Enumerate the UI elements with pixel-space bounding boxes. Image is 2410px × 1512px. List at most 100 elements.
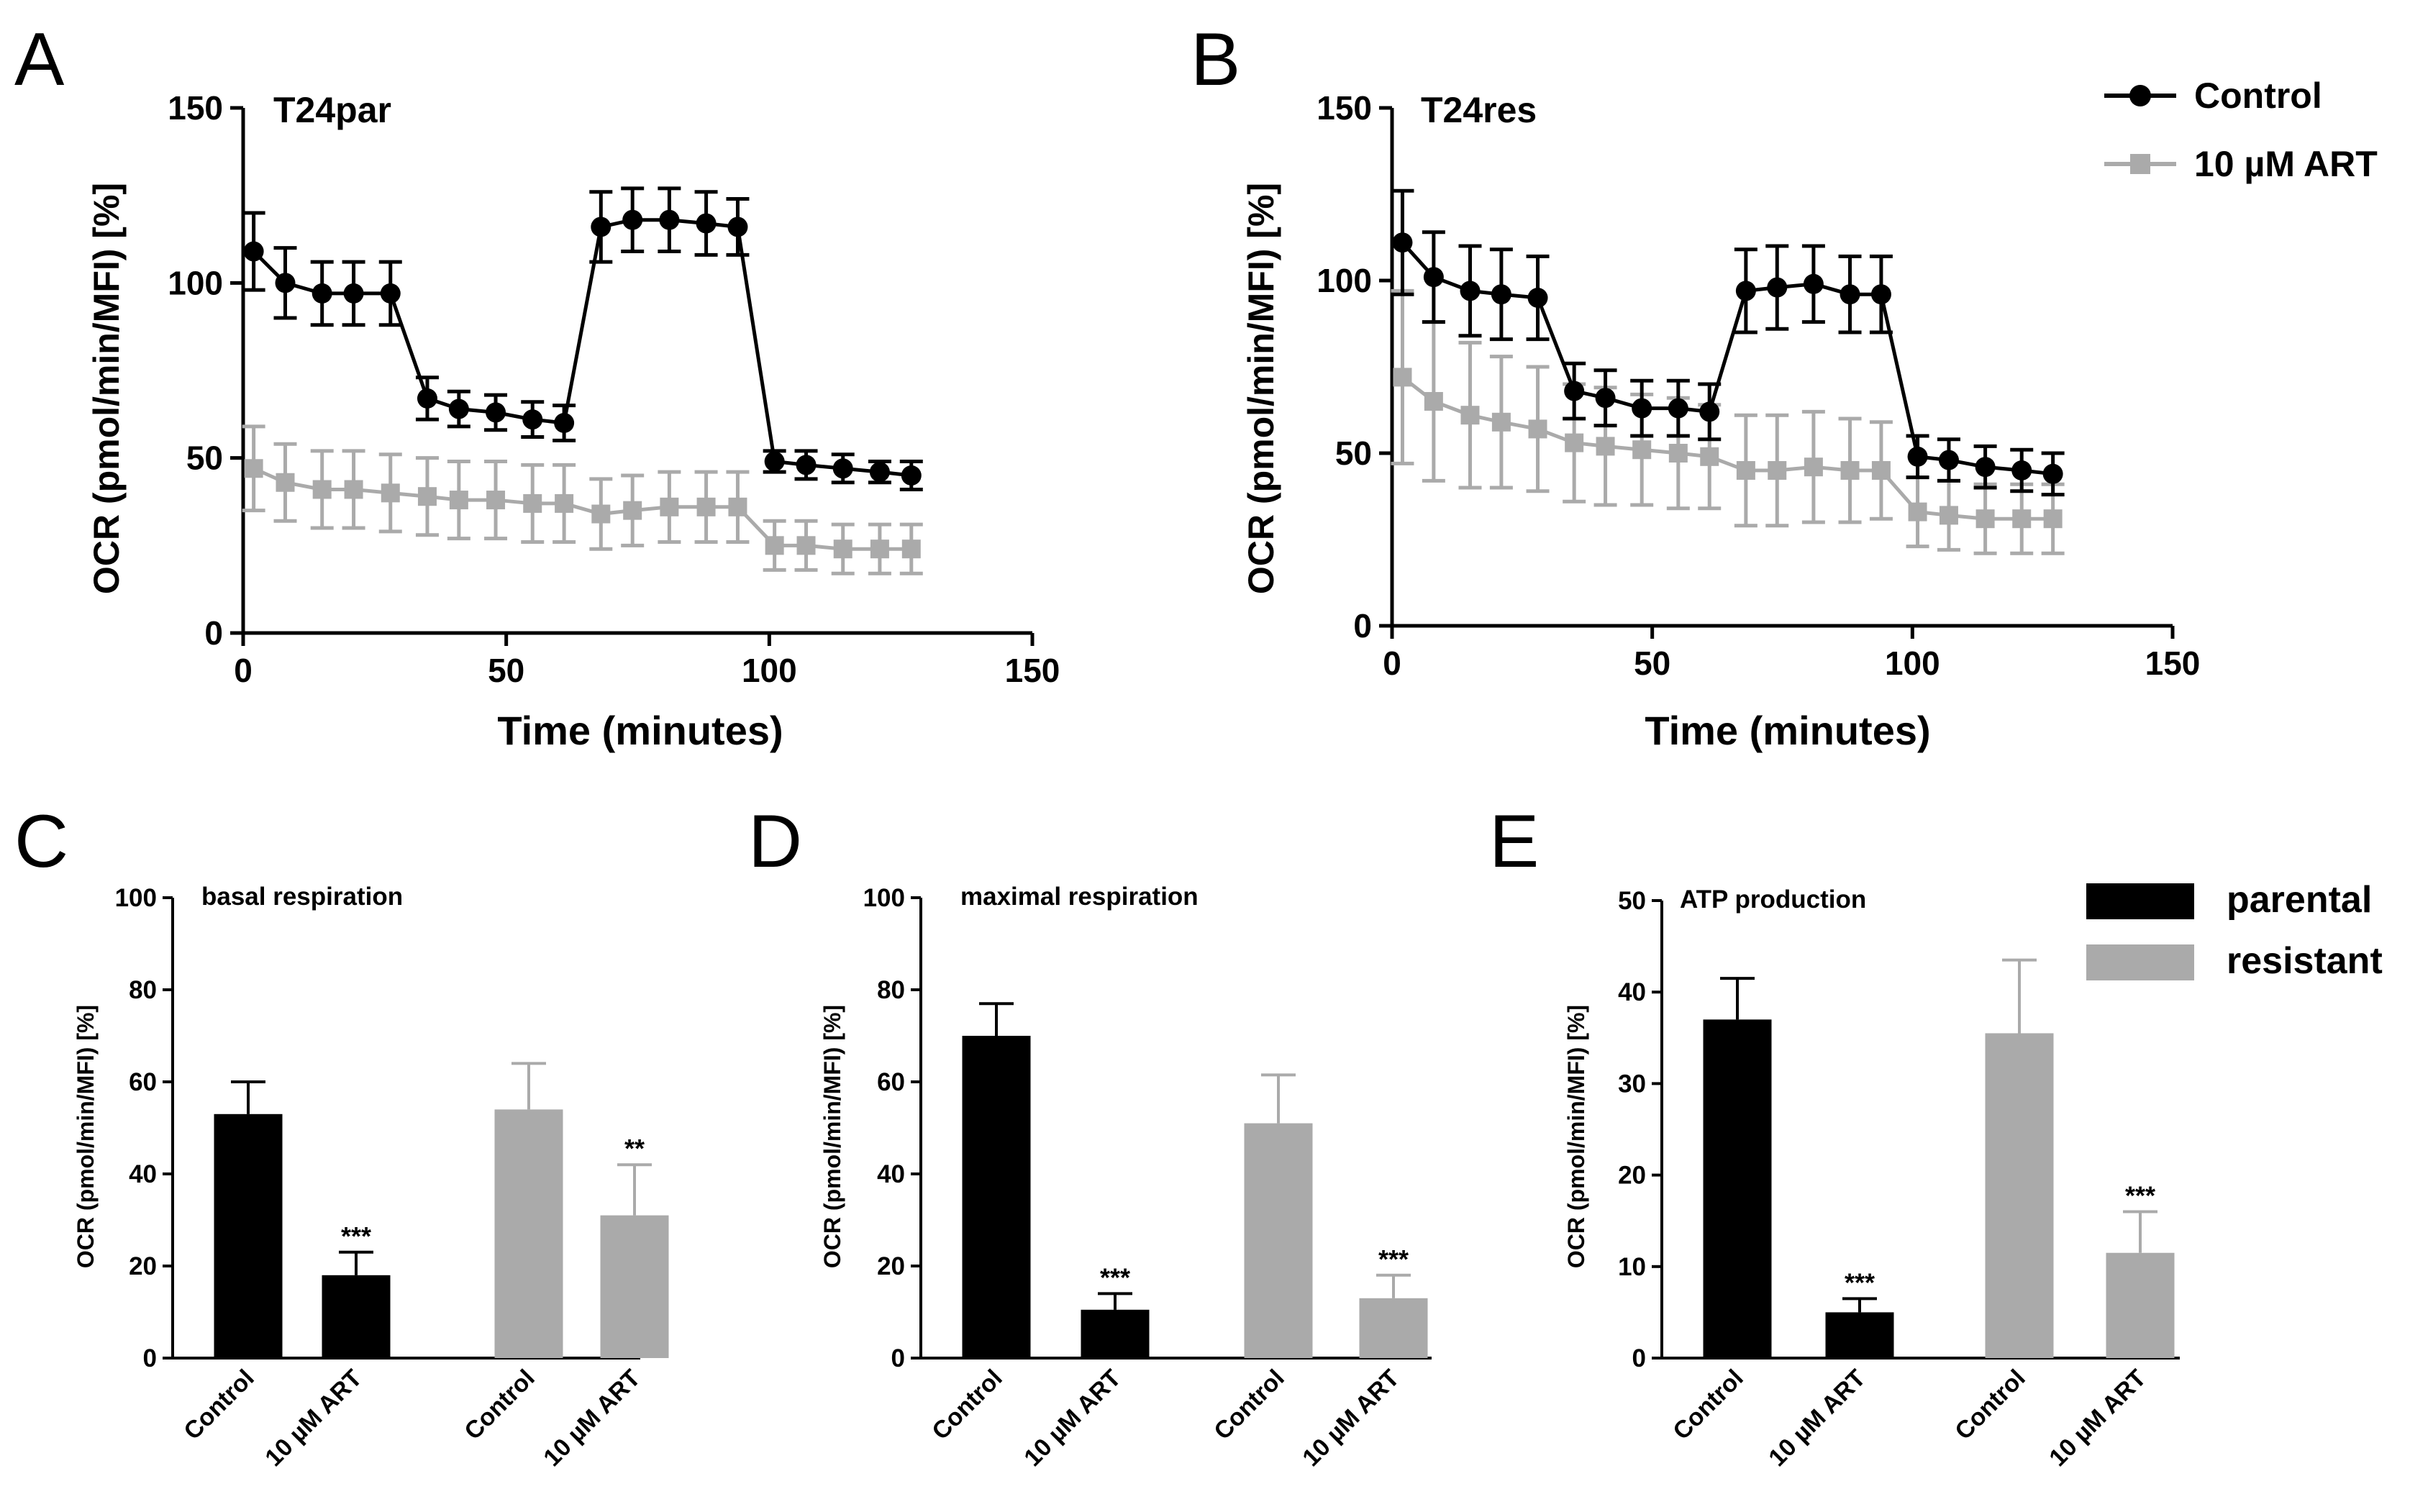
panel-e-category-label: Control — [1950, 1365, 2030, 1445]
panel-b-art-point — [2012, 509, 2032, 529]
panel-e-y-tick-label: 10 — [1618, 1253, 1646, 1281]
panel-a-control-point — [591, 217, 611, 237]
panel-a-art-point — [344, 480, 363, 499]
legend-resistant-swatch — [2086, 944, 2194, 980]
panel-b-ylabel: OCR (pmol/min/MFI) [%] — [1241, 183, 1281, 594]
panel-b: B T24res OCR (pmol/min/MFI) [%] Time (mi… — [1191, 18, 2200, 753]
panel-d-category-label: 10 µM ART — [1297, 1365, 1405, 1472]
panel-b-art-point — [1393, 368, 1412, 387]
panel-a-control-point — [869, 462, 890, 483]
panel-d-y-tick-label: 20 — [877, 1252, 905, 1280]
panel-a: A T24par OCR (pmol/min/MFI) [%] Time (mi… — [14, 18, 1060, 753]
panel-a-art-point — [696, 497, 716, 516]
panel-a-art-point — [417, 487, 437, 506]
panel-c-letter: C — [14, 800, 68, 883]
panel-c-y-tick-label: 0 — [143, 1344, 157, 1372]
panel-c-bar — [214, 1113, 283, 1358]
panel-d-y-tick-label: 0 — [891, 1344, 905, 1372]
panel-a-control-point — [275, 273, 296, 293]
panel-a-control-point — [486, 402, 506, 423]
panel-a-control-point — [796, 455, 817, 475]
panel-a-art-point — [449, 491, 468, 510]
panel-d-bar — [1244, 1123, 1313, 1358]
panel-e-bar — [1703, 1019, 1772, 1358]
panel-a-control-point — [832, 458, 853, 479]
panel-a-art-point — [523, 493, 542, 513]
panel-b-control-point — [1392, 232, 1413, 253]
panel-e-bar — [1825, 1312, 1894, 1358]
panel-a-art-point — [591, 504, 611, 524]
panel-b-x-tick-label: 100 — [1885, 645, 1940, 682]
panel-b-control-point — [2011, 460, 2032, 481]
panel-b-control-point — [1491, 284, 1511, 305]
panel-d-title: maximal respiration — [960, 883, 1199, 911]
panel-b-control-point — [1767, 277, 1788, 298]
legend-top: Control 10 µM ART — [2104, 76, 2378, 184]
panel-e-y-tick-label: 40 — [1618, 978, 1646, 1006]
panel-a-control-point — [417, 388, 437, 409]
panel-c-category-label: Control — [178, 1365, 259, 1445]
panel-e-y-tick-label: 30 — [1618, 1070, 1646, 1098]
panel-b-art-point — [1975, 509, 1995, 529]
panel-d-category-label: Control — [927, 1365, 1007, 1445]
panel-a-ylabel: OCR (pmol/min/MFI) [%] — [86, 183, 127, 594]
panel-e-significance: *** — [1845, 1267, 1875, 1297]
panel-d: D maximal respiration OCR (pmol/min/MFI)… — [748, 800, 1432, 1472]
panel-d-ylabel: OCR (pmol/min/MFI) [%] — [819, 1005, 845, 1268]
panel-b-art-point — [1424, 392, 1443, 411]
panel-b-art-point — [1596, 437, 1615, 456]
panel-c-category-label: Control — [459, 1365, 540, 1445]
panel-b-control-point — [1840, 284, 1860, 305]
panel-b-art-point — [1700, 447, 1719, 466]
panel-b-art-point — [1871, 461, 1891, 480]
panel-c-y-tick-label: 40 — [129, 1160, 157, 1188]
panel-b-x-tick-label: 50 — [1634, 645, 1670, 682]
panel-a-control-point — [727, 217, 748, 237]
panel-c-title: basal respiration — [201, 883, 403, 911]
panel-a-y-tick-label: 100 — [168, 264, 223, 301]
panel-d-bar — [1081, 1309, 1150, 1358]
legend-parental-swatch — [2086, 883, 2194, 919]
panel-a-letter: A — [14, 18, 65, 101]
panel-a-control-point — [243, 241, 264, 262]
panel-a-control-point — [622, 209, 643, 230]
panel-c-y-tick-label: 20 — [129, 1252, 157, 1280]
panel-b-y-tick-label: 100 — [1317, 262, 1372, 299]
panel-b-y-tick-label: 0 — [1353, 607, 1372, 645]
panel-b-art-point — [1565, 433, 1584, 452]
panel-b-control-point — [1527, 288, 1548, 308]
panel-a-control-point — [380, 283, 401, 304]
panel-b-xlabel: Time (minutes) — [1645, 708, 1930, 753]
panel-a-title: T24par — [273, 90, 391, 130]
panel-a-art-point — [765, 536, 784, 555]
panel-b-control-point — [2042, 463, 2063, 484]
panel-a-art-point — [901, 539, 921, 559]
panel-e-y-tick-label: 50 — [1618, 887, 1646, 915]
panel-a-y-tick-label: 50 — [186, 440, 223, 477]
panel-b-art-point — [1768, 461, 1787, 480]
panel-e-letter: E — [1489, 800, 1539, 883]
panel-c-category-label: 10 µM ART — [260, 1365, 368, 1472]
panel-c-bar — [600, 1215, 669, 1358]
panel-a-art-point — [276, 473, 295, 492]
panel-c: C basal respiration OCR (pmol/min/MFI) [… — [14, 800, 669, 1472]
panel-e-category-label: 10 µM ART — [1763, 1365, 1871, 1472]
panel-e-y-tick-label: 0 — [1632, 1344, 1646, 1372]
panel-b-x-tick-label: 150 — [2145, 645, 2201, 682]
panel-a-art-point — [555, 493, 574, 513]
panel-b-art-point — [1939, 506, 1958, 525]
legend-resistant-label: resistant — [2227, 940, 2383, 982]
panel-a-art-point — [486, 491, 506, 510]
panel-c-ylabel: OCR (pmol/min/MFI) [%] — [73, 1005, 99, 1268]
panel-d-category-label: 10 µM ART — [1019, 1365, 1127, 1472]
panel-b-y-tick-label: 50 — [1335, 434, 1372, 472]
panel-b-control-point — [1595, 388, 1616, 409]
panel-b-control-point — [1870, 284, 1891, 305]
panel-a-art-point — [660, 497, 679, 516]
panel-b-art-point — [1736, 461, 1755, 480]
panel-a-plot: 0 50 100 150 0 50 100 150 — [168, 89, 1060, 689]
panel-b-art-point — [1840, 461, 1860, 480]
panel-c-significance: *** — [341, 1221, 371, 1251]
panel-e-ylabel: OCR (pmol/min/MFI) [%] — [1563, 1005, 1589, 1268]
